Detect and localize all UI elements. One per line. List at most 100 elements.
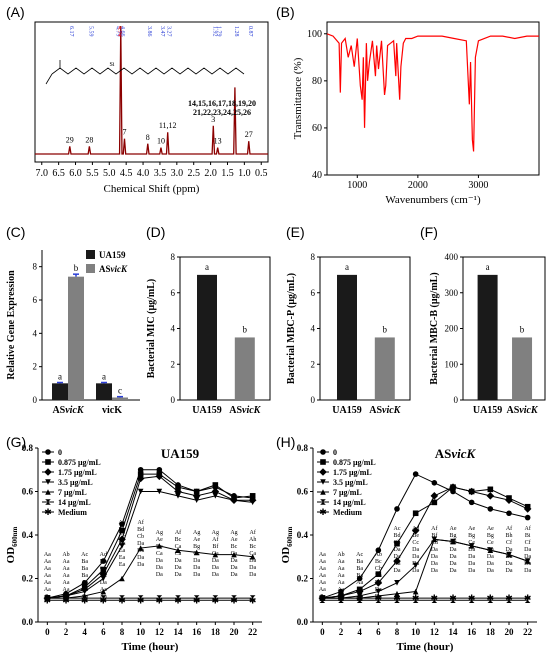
significance-letter: Cb — [100, 566, 107, 572]
significance-letter: Ag — [193, 530, 200, 536]
y-tick-label: 40 — [312, 170, 322, 181]
legend-label: 7 μg/mL — [333, 488, 362, 497]
y-tick-label: 400 — [445, 252, 459, 262]
significance-letter: Bc — [156, 544, 163, 550]
y-axis-label: OD600nm — [5, 526, 19, 563]
bar — [197, 274, 217, 400]
data-point — [487, 486, 494, 493]
significance-letter: Bf — [431, 532, 437, 539]
x-tick-label: 22 — [523, 627, 533, 637]
y-tick-label: 8 — [311, 252, 316, 262]
significance-letter: Aa — [63, 566, 70, 572]
y-tick-label: 0.0 — [297, 617, 309, 627]
x-category-label: ASvicK — [229, 405, 261, 416]
significance-letter: Cb — [137, 534, 144, 540]
data-point — [338, 597, 344, 604]
x-tick-label: 18 — [211, 627, 221, 637]
significance-letter: Ad — [100, 552, 107, 558]
data-point — [319, 468, 327, 476]
data-point — [45, 499, 51, 505]
molecule-bond — [45, 73, 53, 85]
significance-letter: Da — [375, 580, 382, 586]
y-tick-label: 0.6 — [297, 487, 309, 497]
significance-letter: Da — [249, 558, 256, 564]
series-line — [47, 491, 253, 599]
significance-letter: Cb — [375, 566, 382, 572]
x-axis-label: Wavenumbers (cm⁻¹) — [385, 194, 481, 206]
significance-letter: Ea — [119, 555, 126, 561]
significance-letter: Aa — [319, 559, 326, 565]
data-point — [375, 571, 382, 577]
significance-letter: Aa — [44, 552, 51, 558]
x-tick-label: 22 — [248, 627, 258, 637]
x-tick-label: 10 — [136, 627, 146, 637]
data-point — [156, 488, 163, 495]
significance-letter: Ac — [394, 526, 401, 532]
panel-label-c: (C) — [6, 224, 26, 240]
y-tick-label: 0.6 — [22, 487, 34, 497]
y-tick-label: 0.8 — [297, 443, 309, 453]
data-point — [175, 493, 181, 499]
significance-letter: Da — [193, 572, 200, 578]
legend-label: 14 μg/mL — [58, 498, 91, 507]
significance-letter: Bg — [487, 533, 494, 539]
x-axis-label: Time (hour) — [397, 641, 454, 653]
significance-letter: Be — [412, 533, 419, 539]
x-tick-label: 14 — [449, 627, 459, 637]
x-category-label: vicK — [102, 405, 122, 416]
x-tick-label: 4.0 — [137, 168, 150, 179]
y-tick-label: 2 — [171, 359, 176, 369]
significance-letter: Ag — [230, 530, 237, 536]
panel-label-g: (G) — [6, 434, 27, 450]
data-point — [394, 580, 400, 586]
significance-letter: Bg — [468, 533, 475, 539]
significance-letter: Aa — [44, 594, 51, 600]
nmr-spectrum-chart: 29 28 7 8 10 11,12 3 13 27 14,15,16,17,18,19,2021… — [34, 21, 269, 195]
significance-letter: Cd — [431, 540, 438, 546]
data-point — [487, 506, 494, 512]
bar — [477, 274, 498, 400]
y-tick-label: 8 — [33, 262, 38, 272]
legend-label: ASvicK — [99, 264, 128, 274]
significance-letter: Aa — [319, 587, 326, 593]
legend-label: UA159 — [99, 250, 126, 260]
significance-letter: Da — [231, 565, 238, 571]
legend-label: 14 μg/mL — [333, 498, 366, 507]
significance-letter: Bg — [449, 533, 456, 539]
shift-label: 4.66 — [119, 26, 125, 37]
significance-letter: Da — [394, 561, 401, 567]
significance-letter: c — [118, 386, 122, 396]
significance-letter: a — [102, 372, 106, 382]
significance-letter: Da — [487, 554, 494, 560]
y-axis-label: Bacterial MBC-B (μg/mL) — [429, 272, 440, 384]
significance-letter: Aa — [338, 594, 345, 600]
significance-letter: Da — [506, 547, 513, 553]
series-line — [322, 538, 528, 599]
shift-label: 5.59 — [87, 26, 93, 37]
data-point — [375, 593, 382, 599]
data-point: ✱ — [174, 595, 182, 605]
data-point: ✱ — [337, 593, 345, 603]
legend-label: 3.5 μg/mL — [58, 478, 93, 487]
significance-letter: Aa — [319, 552, 326, 558]
significance-letter: Cc — [193, 551, 200, 557]
data-point: ✱ — [100, 595, 108, 605]
significance-letter: Da — [450, 568, 457, 574]
data-point: ✱ — [249, 595, 257, 605]
shift-label: 4.79 — [114, 26, 120, 37]
significance-letter: Da — [431, 547, 438, 553]
data-point — [393, 557, 401, 565]
data-point: ✱ — [412, 593, 420, 603]
significance-letter: Da — [156, 558, 163, 564]
y-tick-label: 60 — [312, 123, 322, 134]
plot-frame — [319, 256, 411, 401]
series-line — [322, 486, 528, 599]
significance-letter: Da — [175, 565, 182, 571]
legend-label: 0.875 μg/mL — [333, 458, 376, 467]
data-point — [506, 510, 512, 517]
x-tick-label: 6 — [376, 627, 381, 637]
series-line — [322, 473, 528, 599]
significance-letter: Ae — [487, 526, 494, 532]
x-tick-label: 1.5 — [221, 168, 234, 179]
significance-letter: Da — [212, 558, 219, 564]
